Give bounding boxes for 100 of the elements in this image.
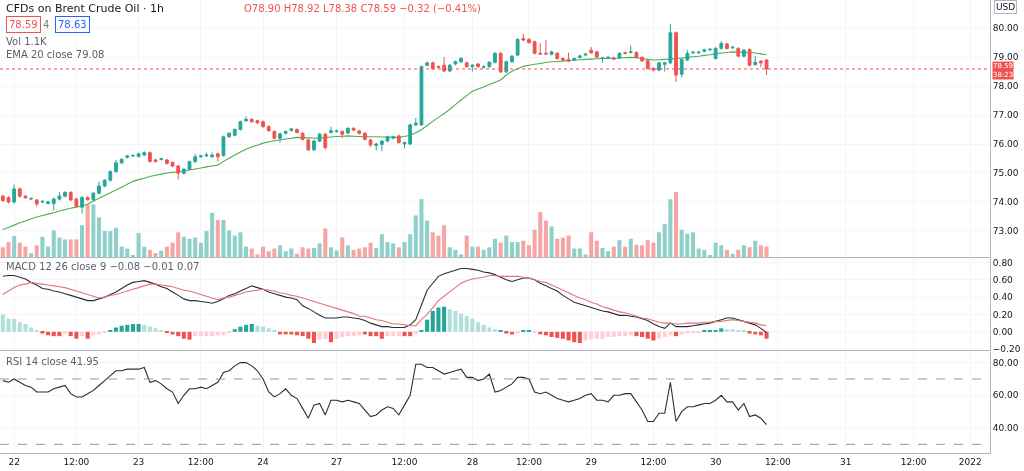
candlestick xyxy=(334,129,339,134)
bar xyxy=(724,329,729,332)
candlestick xyxy=(561,56,565,62)
bar xyxy=(521,240,526,257)
bar xyxy=(261,246,266,257)
y-tick-label: 74.00 xyxy=(992,197,1019,208)
candlestick xyxy=(634,50,639,60)
candlestick xyxy=(153,158,158,164)
candlestick xyxy=(527,37,531,45)
bar xyxy=(221,219,226,257)
y-tick-label: 73.00 xyxy=(992,226,1019,237)
bar xyxy=(736,249,741,257)
bar xyxy=(764,331,769,339)
candlestick xyxy=(329,126,333,135)
candlestick xyxy=(702,48,707,53)
bar xyxy=(142,324,147,332)
bar xyxy=(549,226,554,257)
bar xyxy=(764,246,769,257)
bar xyxy=(244,324,249,332)
x-tick-label: 22 xyxy=(8,456,20,467)
y-tick-label: 0.00 xyxy=(992,326,1014,337)
candlestick xyxy=(396,134,401,145)
bar xyxy=(244,246,249,257)
candlestick xyxy=(40,199,45,204)
candlestick xyxy=(125,154,130,159)
candlestick xyxy=(363,131,367,142)
candlestick xyxy=(623,51,627,55)
y-tick-label: 75.00 xyxy=(992,168,1019,179)
bar xyxy=(617,240,622,257)
candlestick xyxy=(114,159,118,174)
line-series xyxy=(2,51,768,231)
x-tick-label: 12:00 xyxy=(187,456,215,467)
candlestick xyxy=(544,39,548,56)
candlestick xyxy=(447,63,452,73)
candlestick xyxy=(283,129,288,135)
bar xyxy=(425,220,430,257)
bar xyxy=(475,322,481,332)
annotation: EMA 20 close 79.08 xyxy=(6,49,105,60)
candlestick xyxy=(759,59,763,68)
candlestick xyxy=(594,50,599,59)
bar xyxy=(63,239,68,257)
candlestick xyxy=(34,198,39,207)
bar xyxy=(215,219,220,257)
bar xyxy=(294,253,300,257)
y-tick-label: 80.00 xyxy=(992,357,1019,368)
candlestick xyxy=(657,61,661,72)
candlestick xyxy=(510,54,514,64)
y-tick-label: 79.00 xyxy=(992,52,1019,63)
bar xyxy=(261,326,266,332)
bar xyxy=(345,245,350,257)
candlestick xyxy=(736,46,741,58)
bar xyxy=(442,306,447,332)
bar xyxy=(753,240,758,257)
candlestick xyxy=(80,195,84,215)
bar xyxy=(396,247,401,257)
bar xyxy=(147,326,152,332)
candlestick xyxy=(261,120,265,129)
bar xyxy=(572,248,577,257)
bar xyxy=(164,246,169,257)
bar xyxy=(311,247,317,257)
x-tick-label: 2022 xyxy=(958,456,982,467)
bar xyxy=(560,331,565,339)
bar xyxy=(741,245,746,257)
x-tick-label: 28 xyxy=(466,456,479,467)
candlestick xyxy=(119,157,124,165)
candlestick xyxy=(295,127,299,135)
annotation: 78.59 xyxy=(9,19,38,30)
bar xyxy=(328,247,333,257)
bar xyxy=(577,331,582,344)
candlestick xyxy=(617,51,622,60)
candlestick xyxy=(215,152,220,162)
y-tick-label: 0.40 xyxy=(992,292,1014,303)
annotation: 78.63 xyxy=(58,19,87,30)
candlestick xyxy=(346,126,350,135)
bar xyxy=(113,327,119,332)
y-tick-label: 76.00 xyxy=(992,139,1019,150)
bar xyxy=(379,331,384,339)
candlestick xyxy=(425,61,429,66)
candlestick xyxy=(549,50,554,55)
y-tick-label: 0.60 xyxy=(992,274,1014,285)
bar xyxy=(34,245,39,257)
bar xyxy=(623,246,628,257)
bar xyxy=(747,247,752,257)
candlestick xyxy=(272,129,277,140)
candlestick xyxy=(278,132,282,144)
candlestick xyxy=(159,157,164,162)
y-tick-label: 0.80 xyxy=(992,257,1014,268)
candlestick xyxy=(221,135,226,158)
candlestick xyxy=(317,132,322,143)
bar xyxy=(673,192,679,257)
y-axis-title: USD xyxy=(996,2,1016,12)
bar xyxy=(515,331,520,334)
candlestick xyxy=(459,56,463,64)
bar xyxy=(113,227,119,257)
bar xyxy=(368,242,373,257)
x-tick-label: 29 xyxy=(585,456,598,467)
bar xyxy=(459,254,464,257)
candlestick xyxy=(640,55,644,63)
bar xyxy=(543,220,548,257)
bar xyxy=(640,245,645,257)
